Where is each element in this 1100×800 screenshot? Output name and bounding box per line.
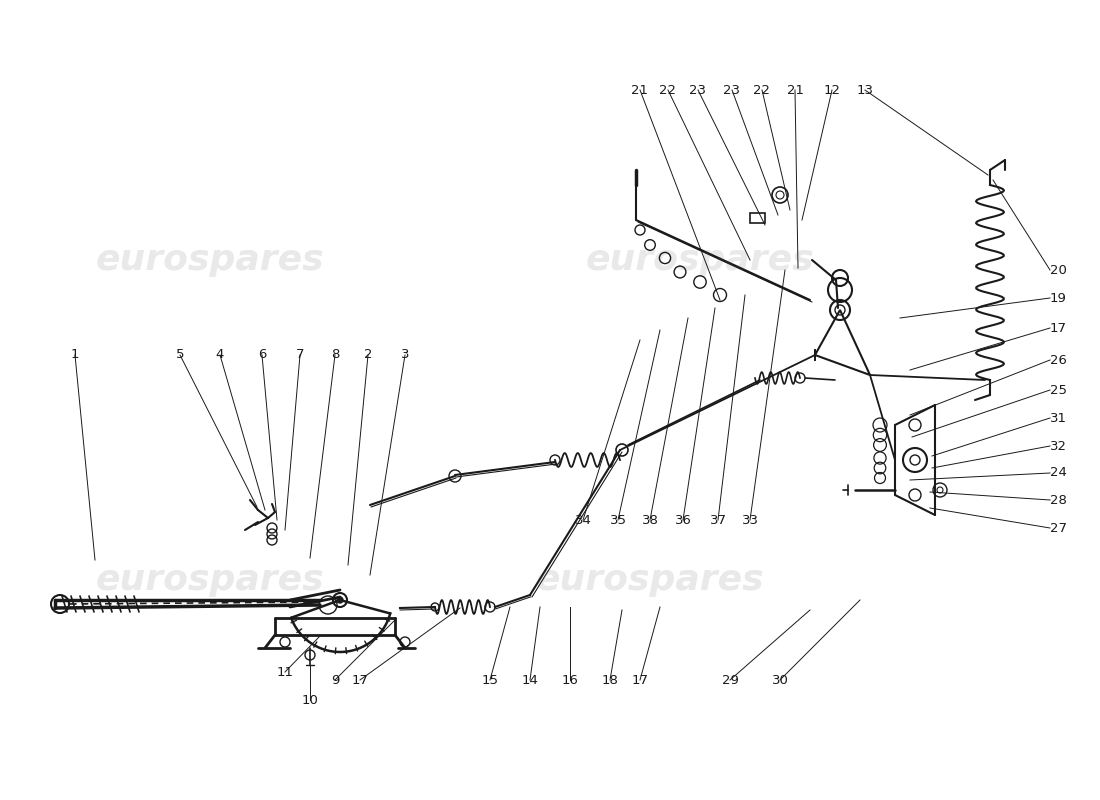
Text: 28: 28 xyxy=(1050,494,1067,506)
Text: 17: 17 xyxy=(631,674,649,686)
Text: 38: 38 xyxy=(641,514,659,526)
Text: 32: 32 xyxy=(1050,439,1067,453)
Text: 26: 26 xyxy=(1050,354,1067,366)
Text: 25: 25 xyxy=(1050,383,1067,397)
Text: 22: 22 xyxy=(754,83,770,97)
Text: 23: 23 xyxy=(690,83,706,97)
Text: 34: 34 xyxy=(574,514,592,526)
Text: 31: 31 xyxy=(1050,411,1067,425)
Text: 18: 18 xyxy=(602,674,618,686)
Text: eurospares: eurospares xyxy=(536,563,764,597)
Text: 16: 16 xyxy=(562,674,579,686)
Text: 17: 17 xyxy=(1050,322,1067,334)
Text: 13: 13 xyxy=(857,83,873,97)
Text: 17: 17 xyxy=(352,674,368,686)
Text: 15: 15 xyxy=(482,674,498,686)
Text: 1: 1 xyxy=(70,349,79,362)
Text: 36: 36 xyxy=(674,514,692,526)
Text: 23: 23 xyxy=(724,83,740,97)
Text: 4: 4 xyxy=(216,349,224,362)
Text: 22: 22 xyxy=(660,83,676,97)
Text: 21: 21 xyxy=(786,83,803,97)
Text: 27: 27 xyxy=(1050,522,1067,534)
Text: eurospares: eurospares xyxy=(96,563,324,597)
Text: 5: 5 xyxy=(176,349,185,362)
Text: 10: 10 xyxy=(301,694,318,706)
Text: 37: 37 xyxy=(710,514,726,526)
Text: 6: 6 xyxy=(257,349,266,362)
Circle shape xyxy=(337,597,343,603)
Text: eurospares: eurospares xyxy=(585,243,814,277)
Text: 14: 14 xyxy=(521,674,538,686)
Text: 24: 24 xyxy=(1050,466,1067,479)
Text: 9: 9 xyxy=(331,674,339,686)
Text: 3: 3 xyxy=(400,349,409,362)
Text: 20: 20 xyxy=(1050,263,1067,277)
Text: 21: 21 xyxy=(631,83,649,97)
Text: 2: 2 xyxy=(364,349,372,362)
Text: 19: 19 xyxy=(1050,291,1067,305)
Text: 33: 33 xyxy=(741,514,759,526)
Bar xyxy=(750,213,764,223)
Text: 30: 30 xyxy=(771,674,789,686)
Text: 7: 7 xyxy=(296,349,305,362)
Text: 11: 11 xyxy=(276,666,294,678)
Text: 12: 12 xyxy=(824,83,840,97)
Text: 8: 8 xyxy=(331,349,339,362)
Text: 29: 29 xyxy=(722,674,738,686)
Text: eurospares: eurospares xyxy=(96,243,324,277)
Text: 35: 35 xyxy=(609,514,627,526)
